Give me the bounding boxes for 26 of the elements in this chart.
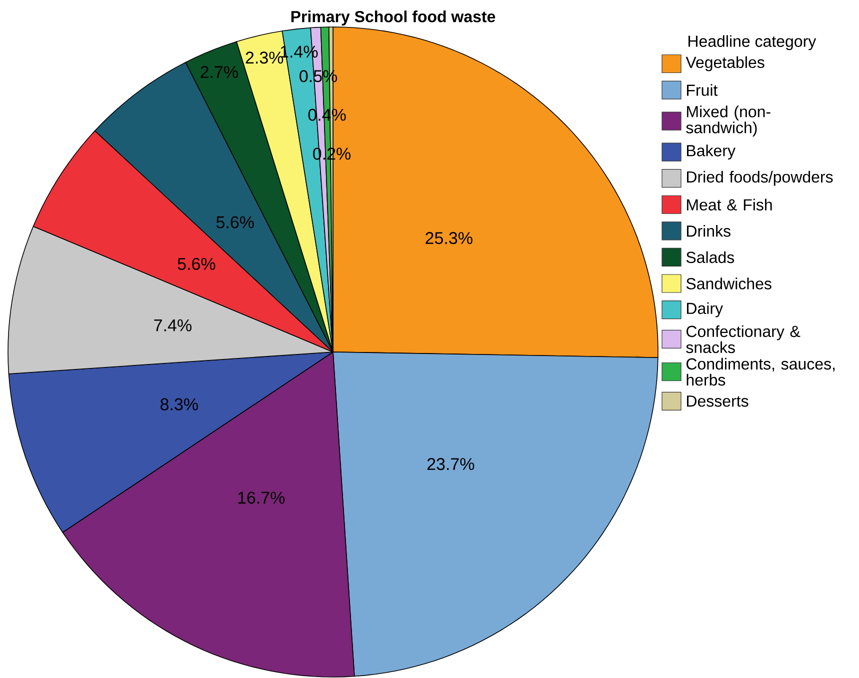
legend-label: Bakery <box>687 144 736 160</box>
legend-label: Dairy <box>687 302 723 318</box>
data-label: 8.3% <box>160 398 198 410</box>
chart-title: Primary School food waste <box>291 10 496 26</box>
legend-label: Sandwiches <box>686 278 772 290</box>
legend-label: Dried foods/powders <box>687 170 833 186</box>
legend-label: Mixed (non-sandwich) <box>686 106 770 136</box>
legend-label: Desserts <box>687 396 748 407</box>
data-label: 0.2% <box>313 148 351 160</box>
data-label: 2.7% <box>200 66 238 78</box>
legend-label: Drinks <box>687 225 730 237</box>
legend-label: Meat & Fish <box>687 198 772 210</box>
legend-label: Fruit <box>687 84 718 96</box>
legend-label: Salads <box>686 251 734 264</box>
data-label: 5.6% <box>216 216 254 228</box>
data-label: 0.5% <box>300 70 338 82</box>
data-label: 23.7% <box>427 458 474 470</box>
data-label: 0.4% <box>308 108 346 121</box>
legend-title: Headline category <box>688 35 816 50</box>
data-label: 16.7% <box>238 492 285 504</box>
data-label: 25.3% <box>426 232 472 244</box>
data-label: 7.4% <box>154 319 192 332</box>
legend-label: Confectionary & snacks <box>686 325 800 354</box>
legend-label: Condiments, sauces, herbs <box>686 358 835 386</box>
data-label: 5.6% <box>178 258 216 270</box>
legend-label: Vegetables <box>686 56 764 72</box>
